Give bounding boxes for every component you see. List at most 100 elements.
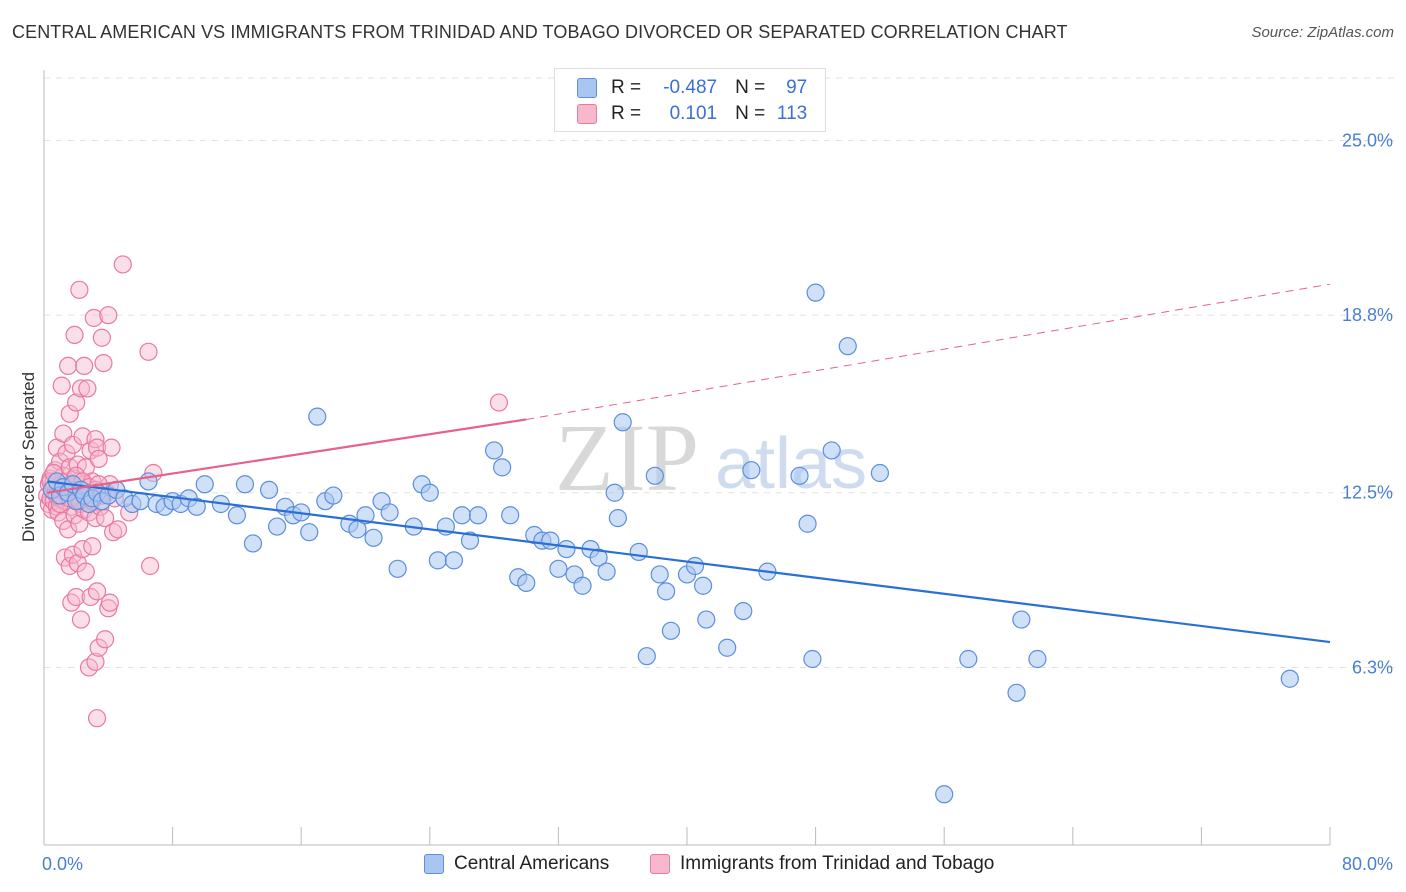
central-american-point: [838, 337, 857, 356]
watermark-atlas: atlas: [715, 424, 867, 504]
central-american-point: [790, 466, 809, 485]
central-american-point: [187, 497, 206, 516]
trinidad-point: [100, 593, 120, 612]
legend-n-label: N =: [735, 77, 766, 98]
central-american-point: [468, 506, 488, 525]
central-american-point: [718, 638, 737, 657]
trinidad-point: [52, 376, 71, 395]
trinidad-point: [87, 438, 107, 457]
central-american-point: [267, 517, 287, 536]
central-american-point: [742, 461, 761, 480]
central-american-point: [650, 565, 669, 584]
central-american-point: [501, 506, 520, 525]
grid-lines: [44, 77, 1395, 668]
central-american-point: [195, 475, 214, 494]
central-american-point: [380, 503, 399, 522]
central-american-point: [460, 531, 480, 550]
trinidad-point: [78, 379, 97, 398]
trinidad-point: [83, 537, 102, 556]
bottom-legend-label: Central Americans: [454, 853, 610, 874]
legend-n-label: N =: [735, 103, 766, 124]
trinidad-point: [65, 325, 84, 345]
central-american-point: [420, 483, 439, 502]
legend-r-value: 0.101: [669, 103, 718, 124]
trinidad-point: [76, 562, 95, 581]
central-american-point: [685, 556, 705, 576]
central-american-point: [605, 483, 624, 502]
central-american-point: [452, 506, 472, 525]
legend-n-value: 97: [786, 77, 808, 98]
central-american-point: [637, 647, 656, 666]
legend-stats: R = -0.487 N = 97 R = 0.101 N = 113: [554, 68, 826, 132]
central-american-point: [806, 283, 825, 302]
central-american-point: [388, 559, 407, 578]
y-axis-tick-labels: 6.3% 12.5% 18.8% 25.0%: [1342, 130, 1393, 677]
series-central-american-points: [42, 283, 1299, 804]
legend-r-label: R =: [611, 103, 642, 124]
trinidad-point: [87, 582, 107, 601]
central-american-point: [235, 475, 255, 494]
trinidad-point: [95, 630, 115, 649]
central-american-point: [697, 610, 716, 629]
central-american-point: [629, 542, 648, 562]
central-american-point: [935, 785, 954, 804]
trinidad-point: [139, 342, 158, 361]
central-american-point: [613, 413, 632, 432]
y-axis-label: Divorced or Separated: [19, 372, 38, 542]
trinidad-point: [62, 593, 81, 612]
watermark: ZIP atlas: [555, 404, 867, 511]
source-label: Source: ZipAtlas.com: [1251, 24, 1394, 41]
central-american-point: [822, 441, 841, 460]
central-american-point: [243, 534, 263, 553]
central-american-point: [798, 514, 817, 533]
trinidad-point: [113, 255, 132, 274]
central-american-point: [300, 523, 319, 542]
trinidad-point: [84, 308, 103, 328]
y-tick-label: 12.5%: [1342, 483, 1393, 503]
central-american-point: [549, 559, 568, 578]
trinidad-trend-line: [47, 418, 527, 494]
trinidad-point: [86, 652, 105, 671]
central-american-point: [485, 441, 504, 460]
central-american-point: [1007, 683, 1026, 702]
trinidad-point: [104, 523, 123, 542]
central-american-trend-line: [47, 480, 1331, 644]
central-american-point: [227, 506, 246, 525]
central-american-point: [541, 531, 560, 550]
central-american-point: [557, 539, 576, 559]
x-tick-label-max: 80.0%: [1342, 854, 1393, 874]
legend-row-central-americans: R = -0.487 N = 97: [577, 76, 807, 100]
central-american-point: [517, 573, 536, 593]
trinidad-point: [75, 356, 94, 376]
central-american-point: [131, 492, 150, 511]
central-american-point: [1012, 610, 1031, 629]
central-american-point: [608, 508, 627, 528]
central-american-point: [645, 466, 664, 485]
trinidad-point: [92, 328, 111, 347]
trinidad-point: [67, 393, 86, 412]
central-american-point: [597, 562, 616, 581]
central-american-point: [364, 528, 383, 547]
central-american-point: [693, 576, 713, 595]
legend-n-value: 113: [776, 103, 808, 124]
trinidad-point: [60, 404, 79, 423]
trinidad-point: [94, 353, 113, 373]
central-american-point: [493, 458, 512, 477]
trinidad-point: [71, 379, 91, 398]
central-american-point: [589, 548, 608, 567]
trinidad-point: [102, 438, 121, 457]
x-axis-ticks: [43, 827, 1331, 845]
legend-swatch-pink: [577, 104, 597, 124]
y-tick-label: 25.0%: [1342, 130, 1393, 150]
trinidad-point: [71, 610, 91, 629]
central-american-point: [959, 649, 978, 669]
central-american-point: [259, 480, 279, 500]
central-american-point: [324, 486, 343, 505]
central-american-point: [657, 582, 676, 601]
trinidad-point: [489, 393, 509, 412]
trinidad-point: [70, 280, 89, 299]
central-american-point: [428, 551, 447, 570]
y-tick-label: 6.3%: [1352, 657, 1393, 677]
central-american-point: [803, 649, 822, 669]
